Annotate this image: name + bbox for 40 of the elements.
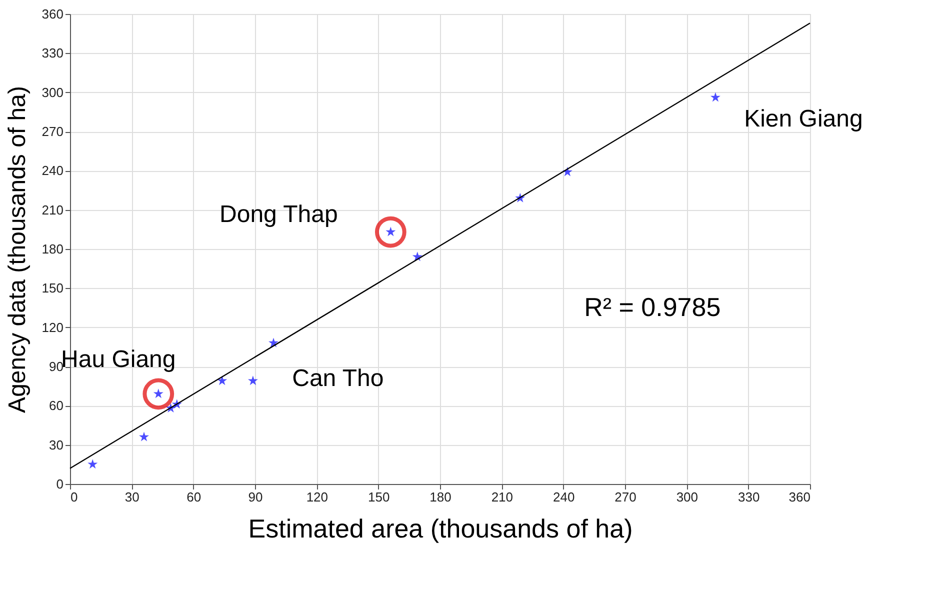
y-tick-label: 90: [49, 359, 64, 374]
y-tick-label: 0: [56, 476, 64, 492]
y-tick-label: 330: [42, 46, 64, 61]
x-tick-label: 150: [368, 490, 390, 504]
x-axis-title: Estimated area (thousands of ha): [248, 514, 633, 544]
point: [88, 459, 98, 469]
annotation: Kien Giang: [744, 106, 863, 133]
point: [374, 216, 406, 248]
point: [710, 92, 720, 102]
point: [268, 338, 278, 348]
y-tick-label: 210: [42, 202, 64, 218]
x-tick-label: 270: [614, 490, 636, 504]
point: [139, 432, 149, 442]
y-tick-label: 150: [42, 280, 64, 296]
x-tick-label: 90: [248, 490, 263, 504]
annotation: Dong Thap: [220, 201, 338, 228]
point: [142, 378, 174, 410]
x-tick-label: 330: [738, 490, 760, 504]
y-tick-label: 360: [42, 6, 64, 22]
y-axis-title: Agency data (thousands of ha): [4, 86, 31, 413]
x-tick-label: 300: [676, 490, 698, 504]
y-tick-label: 300: [42, 84, 64, 100]
annotation: R² = 0.9785: [584, 292, 721, 322]
x-tick-label: 30: [124, 490, 140, 504]
y-tick-label: 60: [49, 398, 64, 414]
y-tick-label: 30: [49, 437, 64, 452]
x-tick-label: 0: [70, 490, 78, 504]
point: [217, 376, 228, 386]
x-tick-label: 240: [552, 490, 575, 504]
x-tick-label: 210: [491, 490, 514, 504]
x-tick-label: 120: [306, 490, 328, 504]
x-tick-label: 180: [430, 490, 452, 504]
y-tick-label: 270: [42, 124, 64, 139]
point: [248, 376, 258, 386]
x-tick-label: 360: [788, 490, 810, 504]
annotation: Can Tho: [292, 364, 384, 392]
y-tick-label: 180: [42, 242, 64, 256]
y-tick-label: 240: [42, 163, 64, 178]
y-tick-label: 120: [42, 320, 64, 335]
x-tick-label: 60: [186, 490, 202, 504]
